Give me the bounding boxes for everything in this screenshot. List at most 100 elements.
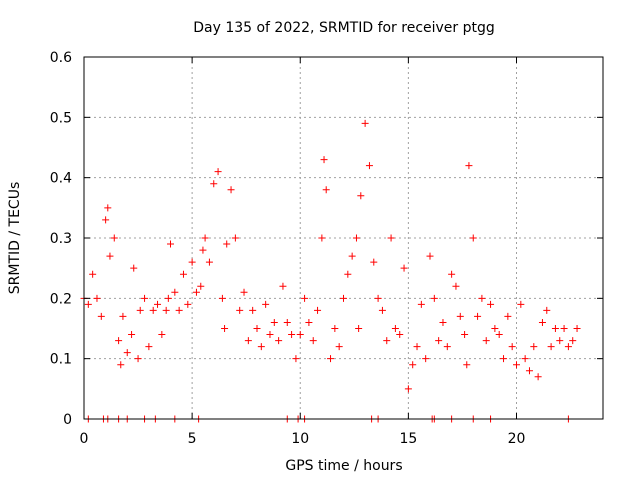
data-point — [84, 300, 92, 308]
data-point — [452, 282, 460, 290]
data-point — [348, 252, 356, 260]
data-point — [288, 331, 296, 339]
x-axis-label: GPS time / hours — [285, 458, 402, 474]
data-point — [89, 270, 97, 278]
data-point — [551, 325, 559, 332]
data-point — [560, 325, 568, 332]
data-point — [279, 282, 287, 290]
data-point — [340, 294, 347, 302]
data-point — [305, 318, 313, 326]
data-point — [154, 300, 162, 308]
data-point — [365, 162, 373, 170]
data-point — [275, 337, 283, 345]
data-point — [188, 258, 196, 266]
data-point — [192, 288, 200, 296]
data-point — [538, 318, 546, 326]
data-points — [80, 119, 581, 423]
data-point — [439, 318, 447, 326]
data-point — [175, 306, 183, 314]
data-point — [322, 186, 330, 194]
data-point — [149, 306, 157, 314]
data-point — [573, 325, 581, 332]
data-point — [214, 168, 222, 176]
data-point — [134, 355, 142, 363]
y-tick-label: 0.6 — [50, 50, 72, 66]
data-point — [309, 337, 317, 345]
data-point — [240, 288, 248, 296]
data-point — [448, 270, 456, 278]
data-point — [569, 337, 577, 345]
data-point — [136, 306, 144, 314]
data-point — [525, 367, 533, 375]
data-point — [318, 234, 326, 242]
data-point — [97, 312, 105, 320]
data-point — [218, 294, 226, 302]
data-point — [513, 361, 520, 369]
data-point — [171, 288, 179, 296]
axis-ticks: 0 0.1 0.2 0.3 0.4 0.5 0.6 0 5 10 15 20 — [50, 50, 603, 447]
data-point — [500, 355, 508, 363]
data-point — [184, 300, 192, 308]
data-point — [253, 325, 261, 332]
data-point — [201, 234, 209, 242]
data-point — [564, 343, 572, 351]
data-point — [357, 192, 365, 200]
data-point — [422, 355, 430, 363]
x-tick-label: 20 — [508, 431, 526, 447]
data-point — [335, 343, 343, 351]
data-point — [344, 270, 352, 278]
data-point — [508, 343, 516, 351]
data-point — [262, 300, 270, 308]
data-point — [141, 294, 149, 302]
grid — [84, 57, 603, 419]
data-point — [352, 234, 360, 242]
data-point — [104, 204, 112, 212]
data-point — [117, 361, 125, 369]
y-tick-label: 0.4 — [50, 171, 72, 187]
data-point — [227, 186, 235, 194]
data-point — [534, 373, 542, 381]
data-point — [210, 180, 218, 188]
data-point — [205, 258, 213, 266]
data-point — [231, 234, 239, 242]
data-point — [482, 337, 490, 345]
data-point — [320, 156, 328, 164]
data-point — [164, 294, 172, 302]
y-tick-label: 0.2 — [50, 291, 72, 307]
data-point — [417, 300, 425, 308]
data-point — [296, 331, 304, 339]
data-point — [257, 343, 265, 351]
data-point — [102, 216, 110, 224]
data-point — [517, 300, 525, 308]
data-point — [456, 312, 464, 320]
data-point — [443, 343, 451, 351]
data-point — [461, 331, 469, 339]
x-tick-label: 0 — [80, 431, 89, 447]
data-point — [487, 300, 495, 308]
data-point — [244, 337, 252, 345]
y-tick-label: 0.3 — [50, 231, 72, 247]
data-point — [115, 337, 123, 345]
y-tick-label: 0.1 — [50, 352, 72, 368]
data-point — [378, 306, 386, 314]
data-point — [331, 325, 339, 332]
data-point — [409, 361, 417, 369]
x-tick-label: 15 — [399, 431, 417, 447]
data-point — [387, 234, 395, 242]
data-point — [283, 318, 291, 326]
data-point — [199, 246, 207, 254]
x-tick-label: 5 — [188, 431, 197, 447]
data-point — [426, 252, 434, 260]
data-point — [374, 294, 382, 302]
data-point — [370, 258, 378, 266]
data-point — [106, 252, 114, 260]
data-point — [521, 355, 529, 363]
data-point — [179, 270, 187, 278]
data-point — [404, 385, 412, 393]
data-point — [93, 294, 101, 302]
data-point — [314, 306, 322, 314]
data-point — [197, 282, 205, 290]
data-point — [383, 337, 391, 345]
data-point — [430, 294, 438, 302]
